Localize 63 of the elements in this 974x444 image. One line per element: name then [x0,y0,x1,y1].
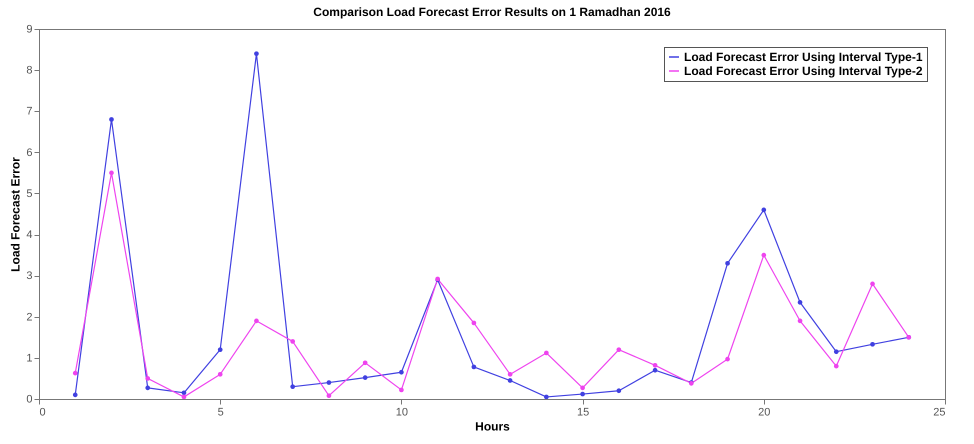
point [798,318,802,324]
y-tick-label: 3 [26,270,32,282]
point [761,252,766,258]
point [544,394,549,399]
x-tick-label: 20 [758,406,770,418]
point [616,347,622,352]
point [218,372,223,377]
y-tick-label: 9 [26,24,32,36]
y-tick-label: 7 [26,106,32,118]
point [399,370,404,375]
y-tick-label: 4 [26,229,32,242]
point [580,386,585,390]
legend-label: Load Forecast Error Using Interval Type-1 [684,50,923,64]
point [290,384,296,390]
point [109,170,114,176]
point [72,392,78,398]
point [362,360,368,366]
point [326,393,332,398]
point [725,260,730,266]
y-tick-label: 2 [26,311,32,324]
point [182,394,186,399]
point [326,380,332,385]
point [725,356,730,362]
y-tick-label: 0 [26,394,32,406]
point [508,378,512,383]
point [254,51,259,56]
point [399,388,404,392]
point [218,347,223,352]
x-tick-label: 25 [933,406,946,418]
point [145,376,150,381]
point [472,320,476,326]
point [182,390,186,396]
y-axis-title: Load Forecast Error [8,156,22,272]
x-tick-label: 5 [218,406,224,418]
point [870,342,875,347]
x-tick-label: 15 [576,406,590,418]
point [834,349,839,354]
point [652,362,658,368]
y-tick-label: 8 [26,64,32,77]
point [145,386,150,390]
point [870,282,875,286]
point [798,300,802,305]
point [544,350,549,356]
x-tick-label: 10 [396,406,408,418]
x-axis-title: Hours [475,420,510,434]
point [652,368,658,373]
point [616,388,622,394]
point [508,372,512,377]
chart-title: Comparison Load Forecast Error Results on 1 Ramadhan 2016 [313,5,672,19]
y-tick-label: 6 [26,146,32,159]
legend-label: Load Forecast Error Using Interval Type-2 [684,64,923,78]
point [472,364,476,370]
point [290,339,296,344]
point [834,364,839,368]
y-tick-label: 5 [26,188,32,200]
point [761,208,766,212]
x-tick-label: 0 [40,406,46,418]
point [254,318,259,324]
point [580,392,585,396]
point [109,117,114,122]
y-tick-label: 1 [26,352,32,364]
point [72,370,78,376]
point [362,375,368,380]
